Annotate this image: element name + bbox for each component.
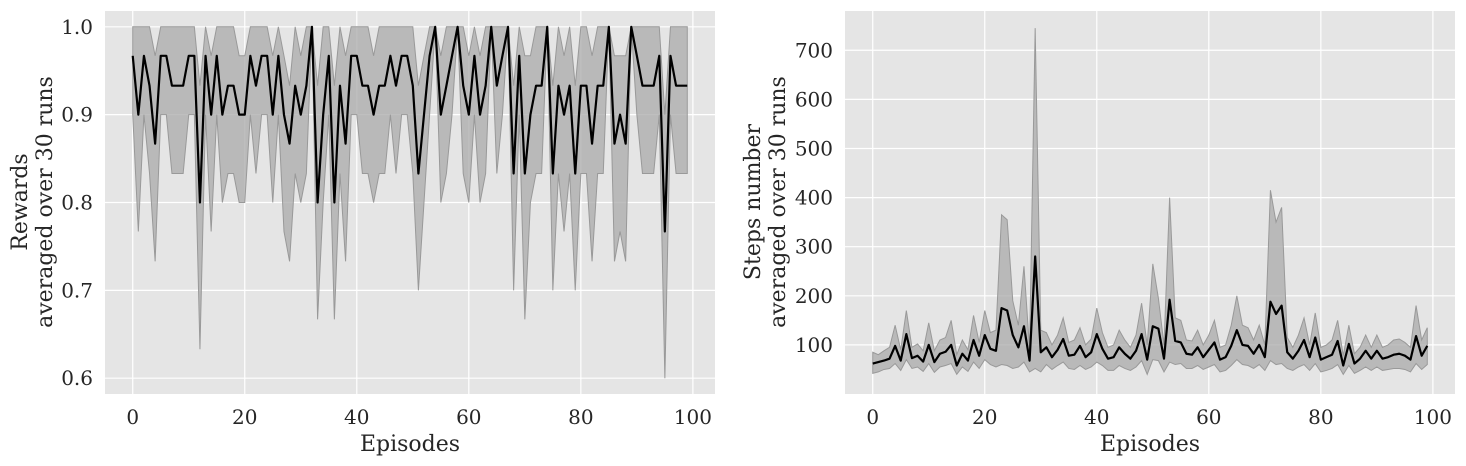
y-tick-label-left-2: 0.8: [61, 191, 93, 215]
y-axis-label-left-line2: averaged over 30 runs: [33, 76, 58, 328]
y-axis-label-left-line1: Rewards: [8, 153, 33, 250]
x-tick-label-right-4: 80: [1308, 405, 1333, 429]
x-ticks-left: 0 20 40 60 80 100: [126, 405, 712, 429]
x-ticks-right: 0 20 40 60 80 100: [866, 405, 1452, 429]
y-tick-label-left-1: 0.7: [61, 278, 93, 302]
y-tick-label-right-1: 200: [795, 284, 833, 308]
x-tick-label-right-1: 20: [972, 405, 997, 429]
y-tick-label-right-3: 400: [795, 186, 833, 210]
y-tick-label-left-4: 1.0: [61, 15, 93, 39]
x-tick-label-left-2: 40: [344, 405, 369, 429]
std-band-right: [872, 28, 1428, 376]
grid-right: [845, 11, 1455, 394]
x-tick-label-left-0: 0: [126, 405, 139, 429]
mean-line-right: [872, 255, 1429, 367]
x-axis-label-right: Episodes: [1100, 432, 1200, 457]
x-tick-label-right-0: 0: [866, 405, 879, 429]
y-tick-label-right-4: 500: [795, 136, 833, 160]
x-tick-label-right-3: 60: [1196, 405, 1221, 429]
x-tick-label-left-5: 100: [674, 405, 712, 429]
y-axis-label-right-line1: Steps number: [741, 123, 766, 280]
mean-line-left: [131, 25, 688, 233]
y-tick-label-left-3: 0.9: [61, 103, 93, 127]
x-tick-label-left-1: 20: [232, 405, 257, 429]
y-tick-label-right-0: 100: [795, 333, 833, 357]
y-tick-label-right-5: 600: [795, 87, 833, 111]
x-tick-label-left-3: 60: [456, 405, 481, 429]
x-axis-label-left: Episodes: [360, 432, 460, 457]
y-tick-label-right-6: 700: [795, 38, 833, 62]
std-band-left: [132, 26, 688, 379]
y-ticks-left: 0.6 0.7 0.8 0.9 1.0: [61, 15, 93, 390]
x-tick-label-right-2: 40: [1084, 405, 1109, 429]
x-tick-label-right-5: 100: [1414, 405, 1452, 429]
x-tick-label-left-4: 80: [568, 405, 593, 429]
y-axis-label-right-line2: averaged over 30 runs: [766, 76, 791, 328]
chart-left: 0 20 40 60 80 100 0.6 0.7 0.8 0.9 1.0 Episodes Re…: [8, 11, 715, 457]
y-tick-label-left-0: 0.6: [61, 366, 93, 390]
y-ticks-right: 100 200 300 400 500 600 700: [795, 38, 833, 357]
y-tick-label-right-2: 300: [795, 235, 833, 259]
chart-right: 0 20 40 60 80 100 100 200 300 400 500 600 700 Episo…: [741, 11, 1455, 457]
